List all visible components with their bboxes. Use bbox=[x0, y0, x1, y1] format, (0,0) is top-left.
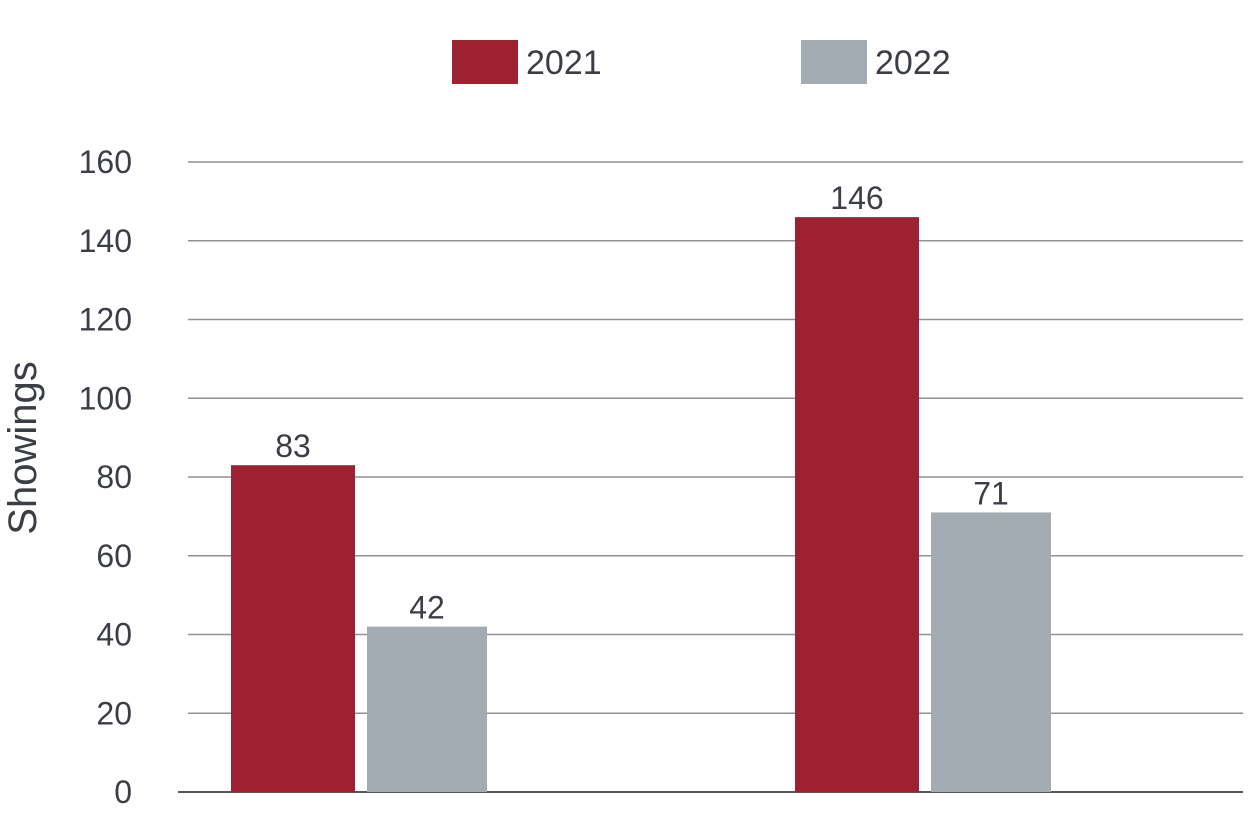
y-axis-title: Showings bbox=[1, 361, 45, 534]
y-tick-label: 120 bbox=[79, 302, 132, 338]
y-tick-label: 0 bbox=[114, 774, 132, 810]
bar-2021 bbox=[795, 217, 919, 792]
y-tick-label: 100 bbox=[79, 380, 132, 416]
y-axis-ticks: 0 20 40 60 80 100 120 140 160 bbox=[79, 144, 132, 810]
legend-swatch-2021 bbox=[452, 40, 518, 84]
y-tick-label: 140 bbox=[79, 223, 132, 259]
legend-swatch-2022 bbox=[801, 40, 867, 84]
grid-layer bbox=[178, 161, 1243, 793]
y-tick-label: 80 bbox=[96, 459, 132, 495]
legend-label-2021: 2021 bbox=[526, 44, 602, 82]
y-tick-label: 40 bbox=[96, 617, 132, 653]
data-label: 42 bbox=[409, 590, 445, 626]
data-label: 71 bbox=[973, 475, 1009, 511]
data-label: 83 bbox=[275, 428, 311, 464]
y-tick-label: 20 bbox=[96, 695, 132, 731]
data-labels: 83 146 42 71 bbox=[275, 180, 1009, 626]
y-tick-label: 60 bbox=[96, 538, 132, 574]
bar-2021 bbox=[231, 465, 355, 792]
legend-label-2022: 2022 bbox=[875, 44, 951, 82]
bars bbox=[231, 217, 1051, 792]
bar-2022 bbox=[931, 512, 1051, 792]
y-tick-label: 160 bbox=[79, 144, 132, 180]
legend: 2021 2022 bbox=[452, 40, 951, 84]
data-label: 146 bbox=[830, 180, 883, 216]
bar-2022 bbox=[367, 626, 487, 792]
